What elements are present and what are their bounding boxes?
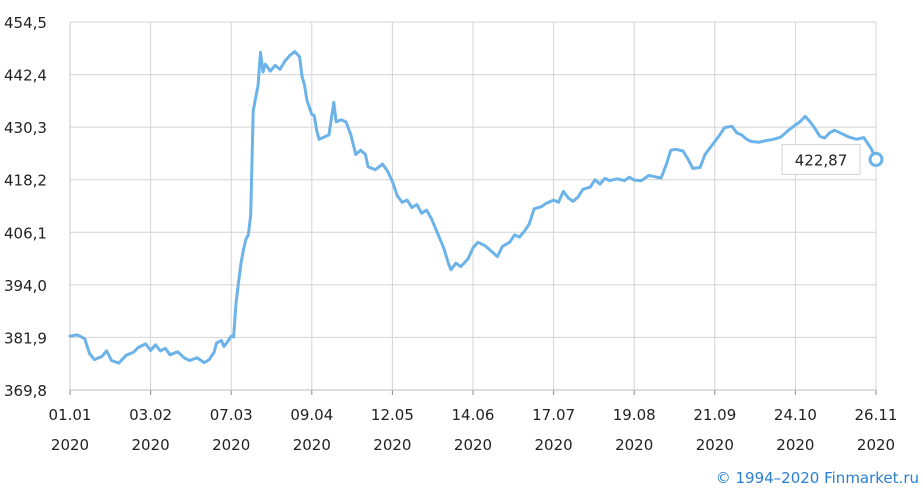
- y-tick-label: 454,5: [4, 14, 47, 32]
- y-tick-label: 430,3: [4, 119, 47, 137]
- x-tick-date: 12.05: [371, 406, 414, 424]
- x-tick-year: 2020: [373, 436, 411, 454]
- last-value-tooltip: [781, 143, 861, 175]
- x-tick-year: 2020: [535, 436, 573, 454]
- x-tick-year: 2020: [132, 436, 170, 454]
- x-tick-date: 24.10: [774, 406, 817, 424]
- x-tick-date: 19.08: [613, 406, 656, 424]
- last-value-label: 422,87: [795, 151, 848, 169]
- x-tick-year: 2020: [696, 436, 734, 454]
- grid-layer: [69, 21, 877, 395]
- copyright-text: © 1994–2020 Finmarket.ru: [715, 469, 919, 487]
- x-tick-date: 21.09: [693, 406, 736, 424]
- y-tick-label: 381,9: [4, 329, 47, 347]
- y-tick-label: 394,0: [4, 277, 47, 295]
- x-axis-ticks: 01.01 2020 03.02 2020 07.03 2020 09.04 2020 12.0…: [49, 406, 898, 454]
- x-tick-year: 2020: [615, 436, 653, 454]
- x-tick-date: 17.07: [532, 406, 575, 424]
- series-line: [68, 50, 878, 365]
- x-tick-date: 26.11: [855, 406, 898, 424]
- x-tick-year: 2020: [857, 436, 895, 454]
- y-tick-label: 369,8: [4, 382, 47, 400]
- x-tick-year: 2020: [293, 436, 331, 454]
- y-tick-label: 442,4: [4, 67, 47, 85]
- x-tick-year: 2020: [776, 436, 814, 454]
- x-tick-year: 2020: [212, 436, 250, 454]
- x-tick-date: 01.01: [49, 406, 92, 424]
- x-tick-date: 07.03: [210, 406, 253, 424]
- y-axis-ticks: 454,5 442,4 430,3 418,2 406,1 394,0 381,9 369,8: [4, 14, 47, 400]
- x-tick-date: 09.04: [290, 406, 333, 424]
- last-value-marker-layer: 422,87: [781, 143, 884, 175]
- y-tick-label: 418,2: [4, 172, 47, 190]
- x-tick-year: 2020: [454, 436, 492, 454]
- y-tick-label: 406,1: [4, 224, 47, 242]
- last-value-point: [868, 151, 884, 167]
- x-tick-date: 14.06: [452, 406, 495, 424]
- x-tick-date: 03.02: [129, 406, 172, 424]
- series-layer: [68, 50, 878, 365]
- x-tick-year: 2020: [51, 436, 89, 454]
